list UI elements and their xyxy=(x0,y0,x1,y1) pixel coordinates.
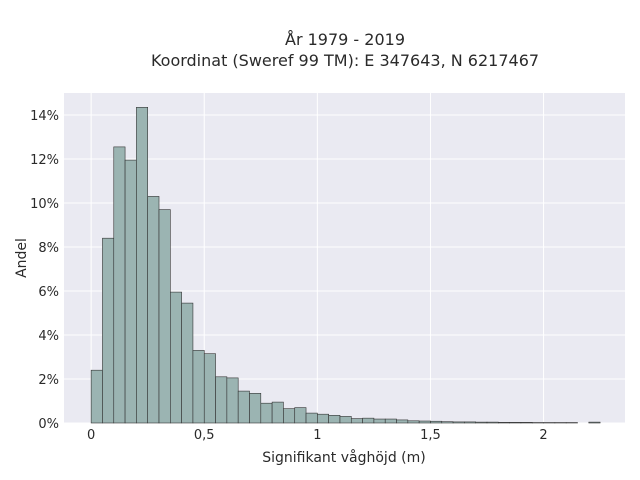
histogram-bar-5 xyxy=(147,196,160,424)
histogram-bar-16 xyxy=(271,401,284,424)
y-tick-label-0: 0% xyxy=(38,417,59,432)
y-tick-label-4: 8% xyxy=(38,241,59,256)
histogram-bar-4 xyxy=(136,107,148,424)
x-tick-label-0: 0 xyxy=(87,428,95,443)
histogram-bar-44 xyxy=(588,421,601,424)
y-tick-label-6: 12% xyxy=(30,153,59,168)
histogram-bar-34 xyxy=(475,421,488,424)
histogram-bar-15 xyxy=(260,402,273,424)
histogram-bar-24 xyxy=(362,417,375,424)
x-tick-label-3: 1,5 xyxy=(420,428,441,443)
histogram-bar-23 xyxy=(350,418,363,424)
chart-title-line2: Koordinat (Sweref 99 TM): E 347643, N 62… xyxy=(151,51,539,70)
histogram-bar-31 xyxy=(441,421,454,424)
histogram-bar-11 xyxy=(215,376,228,424)
histogram-bar-26 xyxy=(384,418,397,424)
histogram-bar-20 xyxy=(317,413,329,424)
histogram-bar-12 xyxy=(226,377,239,424)
histogram-bar-35 xyxy=(486,421,499,424)
histogram-bar-38 xyxy=(520,422,533,424)
histogram-bar-28 xyxy=(407,420,420,424)
histogram-bar-9 xyxy=(192,350,205,424)
histogram-bar-22 xyxy=(339,416,352,424)
histogram-bar-8 xyxy=(181,302,194,424)
histogram-bar-7 xyxy=(170,291,182,424)
histogram-bar-29 xyxy=(418,420,431,424)
y-tick-label-2: 4% xyxy=(38,329,59,344)
x-axis-label: Signifikant våghöjd (m) xyxy=(262,449,425,466)
y-tick-label-1: 2% xyxy=(38,373,59,388)
histogram-bar-36 xyxy=(498,422,510,424)
histogram-bar-27 xyxy=(396,419,409,424)
histogram-bar-25 xyxy=(373,418,386,424)
x-tick-label-4: 2 xyxy=(539,428,547,443)
histogram-bar-14 xyxy=(249,392,262,424)
histogram-bar-37 xyxy=(509,422,522,424)
histogram-bar-6 xyxy=(158,209,171,424)
x-tick-label-1: 0,5 xyxy=(194,428,215,443)
x-tick-labels: 0 0,5 1 1,5 2 xyxy=(87,428,548,443)
histogram-bar-33 xyxy=(464,421,477,424)
histogram-bar-32 xyxy=(452,421,465,424)
histogram-bar-0 xyxy=(90,369,103,424)
histogram-bar-13 xyxy=(237,390,250,424)
y-tick-label-3: 6% xyxy=(38,285,59,300)
histogram-bar-10 xyxy=(203,353,216,424)
histogram-bar-30 xyxy=(430,420,443,424)
y-tick-label-5: 10% xyxy=(30,197,59,212)
y-tick-labels: 0% 2% 4% 6% 8% 10% 12% 14% xyxy=(30,109,59,432)
histogram-bar-18 xyxy=(294,407,307,424)
histogram-bar-3 xyxy=(124,159,137,424)
histogram-bar-2 xyxy=(113,146,126,424)
y-tick-label-7: 14% xyxy=(30,109,59,124)
x-tick-label-2: 1 xyxy=(313,428,321,443)
histogram-bar-21 xyxy=(328,414,341,424)
y-axis-label: Andel xyxy=(14,238,30,278)
chart-title-line1: År 1979 - 2019 xyxy=(285,30,405,49)
histogram-bar-19 xyxy=(305,412,318,424)
bars xyxy=(90,107,601,424)
histogram-bar-1 xyxy=(102,237,115,424)
histogram-bar-17 xyxy=(283,408,296,424)
